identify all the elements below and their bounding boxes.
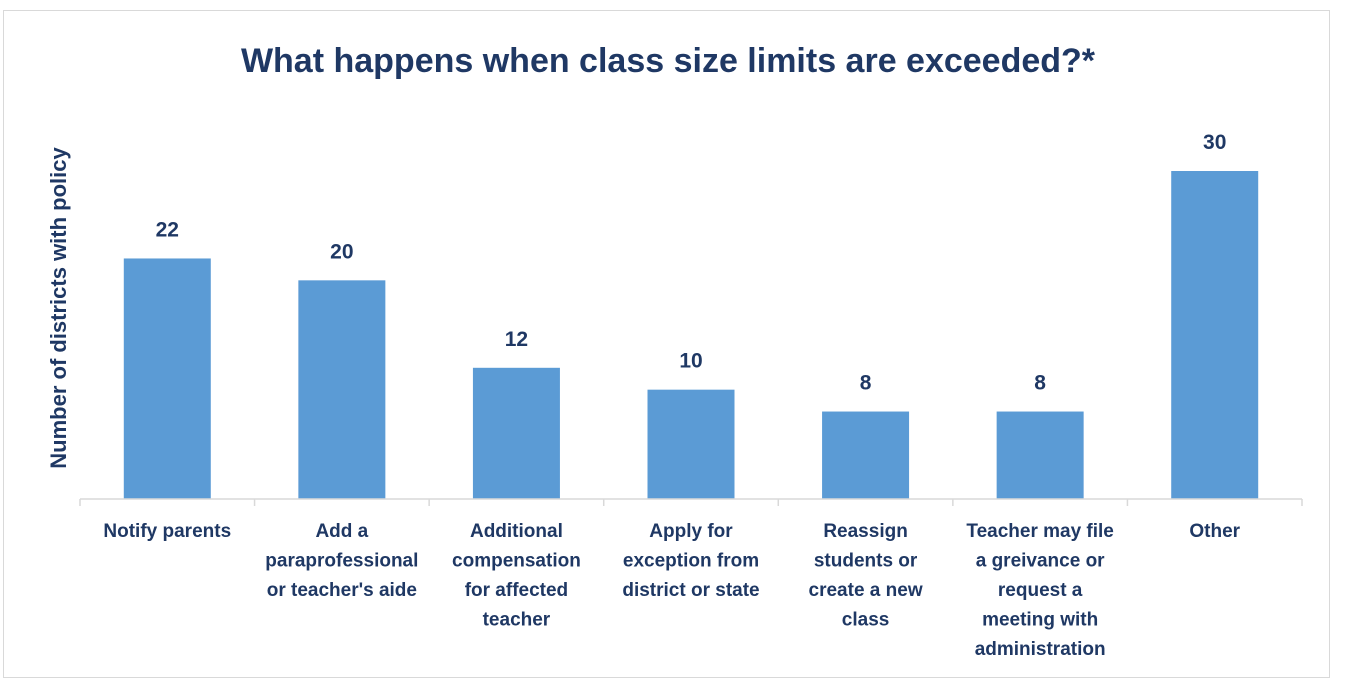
- x-tick-label-line: for affected: [465, 580, 568, 601]
- x-tick-label-line: create a new: [809, 580, 923, 601]
- bar: [822, 411, 910, 499]
- x-tick-label-line: students or: [814, 551, 918, 572]
- x-tick-label-line: paraprofessional: [265, 551, 418, 572]
- x-axis-ticks: [79, 499, 1303, 506]
- chart-title: What happens when class size limits are …: [241, 42, 1096, 80]
- x-tick-label-line: Reassign: [823, 521, 907, 542]
- x-tick-label-line: class: [842, 610, 890, 631]
- x-tick-label-line: exception from: [623, 551, 759, 572]
- x-tick-label-line: request a: [998, 580, 1083, 601]
- data-label: 30: [1203, 131, 1226, 154]
- x-tick-label-line: Other: [1189, 521, 1240, 542]
- x-tick-label: Reassign students or create a new class: [809, 521, 923, 631]
- x-tick-label-line: a greivance or: [976, 551, 1105, 572]
- data-label: 8: [1034, 372, 1046, 395]
- data-label: 10: [679, 350, 702, 373]
- x-tick-label: Additional compensation for affected teache…: [452, 521, 581, 631]
- data-label: 12: [505, 328, 528, 351]
- data-label: 8: [860, 372, 872, 395]
- x-tick-label-line: district or state: [622, 580, 759, 601]
- x-tick-label-line: Add a: [315, 521, 368, 542]
- data-label: 20: [330, 240, 353, 263]
- bar: [472, 367, 560, 499]
- x-tick-label-line: compensation: [452, 551, 581, 572]
- bars-group: [123, 171, 1259, 499]
- data-label: 22: [156, 218, 179, 241]
- bar: [298, 280, 386, 499]
- y-axis-label: Number of districts with policy: [46, 146, 71, 468]
- x-tick-label: Notify parents: [103, 521, 231, 542]
- x-tick-label-line: teacher: [483, 610, 551, 631]
- x-tick-label: Teacher may file a greivance or request a m…: [966, 521, 1114, 660]
- x-tick-label-line: Apply for: [649, 521, 733, 542]
- x-tick-label-line: Teacher may file: [966, 521, 1114, 542]
- bar: [1171, 171, 1259, 499]
- bar: [996, 411, 1084, 499]
- x-tick-label: Other: [1189, 521, 1240, 542]
- x-tick-label-line: Notify parents: [103, 521, 231, 542]
- x-tick-label-line: Additional: [470, 521, 563, 542]
- chart-frame: [3, 10, 1330, 678]
- bar: [123, 258, 211, 499]
- x-tick-label: Add a paraprofessional or teacher's aide: [265, 521, 418, 601]
- x-tick-label: Apply for exception from district or state: [622, 521, 759, 601]
- x-tick-label-line: or teacher's aide: [267, 580, 417, 601]
- data-labels-group: 22 20 12 10 8 8 30: [156, 131, 1227, 395]
- x-tick-label-line: meeting with: [982, 610, 1098, 631]
- x-axis-tick-labels: Notify parents Add a paraprofessional or te…: [103, 521, 1240, 660]
- bar: [647, 389, 735, 499]
- x-tick-label-line: administration: [975, 639, 1106, 660]
